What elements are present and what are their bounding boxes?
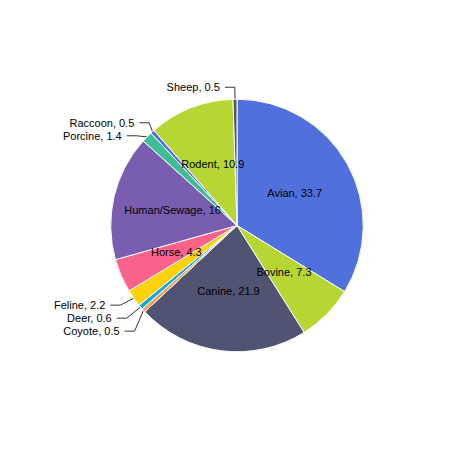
svg-text:Horse, 4.3: Horse, 4.3 [151,246,202,258]
svg-text:Avian, 33.7: Avian, 33.7 [267,187,322,199]
svg-text:Sheep, 0.5: Sheep, 0.5 [167,81,220,93]
svg-text:Coyote, 0.5: Coyote, 0.5 [63,325,119,337]
svg-text:Rodent, 10.9: Rodent, 10.9 [181,158,244,170]
svg-text:Bovine, 7.3: Bovine, 7.3 [256,266,311,278]
svg-text:Feline, 2.2: Feline, 2.2 [54,299,105,311]
svg-text:Human/Sewage, 16: Human/Sewage, 16 [124,204,221,216]
svg-text:Raccoon, 0.5: Raccoon, 0.5 [69,117,134,129]
svg-text:Deer, 0.6: Deer, 0.6 [67,312,112,324]
svg-text:Canine, 21.9: Canine, 21.9 [197,285,259,297]
svg-text:Porcine, 1.4: Porcine, 1.4 [63,130,122,142]
